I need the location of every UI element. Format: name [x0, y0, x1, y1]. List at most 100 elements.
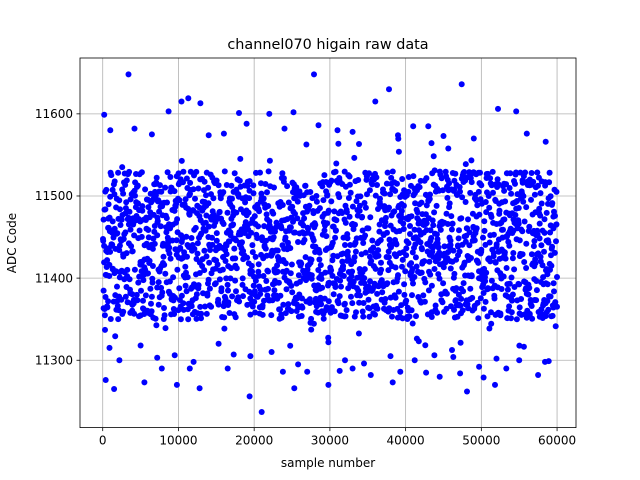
- data-point: [378, 266, 385, 273]
- outlier-point: [542, 358, 548, 365]
- data-point: [320, 315, 327, 322]
- data-point: [145, 234, 152, 241]
- data-point: [316, 205, 323, 212]
- data-point: [362, 249, 369, 256]
- data-point: [512, 180, 518, 187]
- data-point: [278, 225, 285, 232]
- data-point: [176, 285, 183, 292]
- data-point: [445, 249, 452, 256]
- data-point: [462, 161, 469, 168]
- data-point: [169, 237, 176, 244]
- data-point: [401, 281, 408, 288]
- data-point: [460, 288, 467, 295]
- data-point: [538, 200, 545, 207]
- data-point: [447, 265, 454, 272]
- y-tick-label: 11300: [35, 353, 73, 367]
- data-point: [459, 307, 466, 314]
- data-point: [216, 276, 223, 283]
- data-point: [213, 230, 220, 237]
- data-point: [409, 320, 416, 327]
- data-point: [526, 310, 533, 317]
- data-point: [201, 267, 208, 274]
- data-point: [145, 270, 151, 277]
- data-point: [475, 259, 482, 266]
- data-point: [255, 272, 262, 279]
- data-point: [467, 285, 474, 292]
- data-point: [124, 266, 131, 273]
- data-point: [530, 178, 537, 185]
- data-point: [403, 252, 410, 259]
- outlier-point: [325, 381, 332, 388]
- data-point: [416, 227, 422, 234]
- data-point: [270, 234, 277, 241]
- data-point: [399, 176, 406, 182]
- data-point: [317, 262, 324, 269]
- data-point: [395, 272, 401, 279]
- outlier-point: [372, 98, 379, 105]
- data-point: [126, 276, 133, 283]
- data-point: [528, 170, 535, 176]
- data-point: [473, 225, 480, 232]
- data-point: [441, 243, 448, 250]
- data-point: [346, 213, 353, 220]
- data-point: [159, 289, 166, 296]
- data-point: [437, 226, 444, 233]
- data-point: [133, 291, 140, 298]
- data-point: [107, 248, 114, 255]
- outlier-point: [154, 354, 161, 361]
- outlier-point: [457, 370, 464, 377]
- data-point: [209, 234, 215, 241]
- data-point: [491, 295, 498, 302]
- outlier-point: [436, 373, 443, 380]
- data-point: [262, 181, 269, 187]
- data-point: [100, 216, 107, 223]
- data-point: [203, 310, 210, 317]
- data-point: [339, 210, 346, 216]
- data-point: [533, 278, 540, 284]
- data-point: [193, 315, 200, 322]
- data-point: [322, 269, 329, 276]
- data-point: [145, 204, 152, 211]
- data-point: [184, 274, 191, 281]
- data-point: [177, 316, 184, 323]
- data-point: [383, 180, 390, 187]
- data-point: [375, 252, 382, 259]
- data-point: [385, 267, 392, 274]
- data-point: [109, 218, 116, 225]
- outlier-point: [171, 352, 178, 359]
- data-point: [251, 288, 258, 295]
- data-point: [483, 209, 490, 216]
- data-point: [351, 154, 358, 161]
- data-point: [227, 275, 234, 282]
- data-point: [343, 307, 350, 314]
- data-point: [428, 140, 435, 147]
- data-point: [362, 204, 369, 211]
- data-point: [510, 250, 517, 256]
- data-point: [417, 239, 424, 246]
- data-point: [244, 254, 251, 261]
- data-point: [336, 293, 343, 300]
- data-point: [331, 308, 338, 315]
- data-point: [427, 191, 433, 198]
- data-point: [201, 178, 208, 185]
- data-point: [111, 191, 118, 198]
- data-point: [328, 267, 335, 274]
- data-point: [262, 245, 269, 252]
- data-point: [329, 239, 336, 246]
- data-point: [554, 274, 560, 280]
- data-point: [274, 262, 281, 269]
- data-point: [194, 240, 201, 247]
- data-point: [512, 212, 519, 218]
- outlier-point: [493, 355, 500, 362]
- data-point: [344, 231, 351, 238]
- data-point: [416, 184, 423, 191]
- data-point: [145, 227, 152, 233]
- data-point: [203, 253, 210, 260]
- data-point: [249, 242, 256, 249]
- data-point: [528, 196, 534, 203]
- data-point: [508, 315, 514, 322]
- data-point: [135, 200, 141, 207]
- data-point: [202, 303, 208, 310]
- data-point: [104, 257, 111, 264]
- data-point: [308, 326, 315, 333]
